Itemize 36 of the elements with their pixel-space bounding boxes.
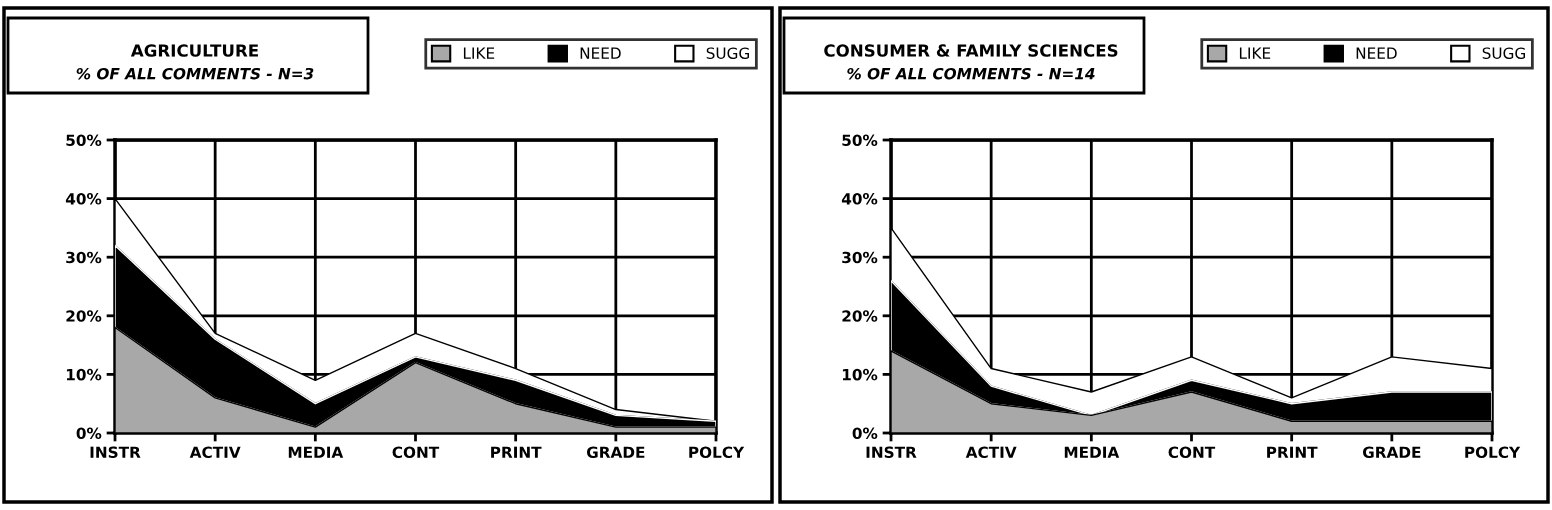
legend-label: SUGG bbox=[706, 47, 749, 59]
x-tick-label: PRINT bbox=[1267, 446, 1318, 458]
y-tick-label: 10% bbox=[66, 368, 102, 381]
y-tick-label: 40% bbox=[65, 193, 102, 205]
x-tick-label: ACTIV bbox=[189, 446, 241, 459]
y-tick-label: 40% bbox=[841, 193, 878, 205]
y-tick-label: 0% bbox=[852, 427, 878, 440]
x-tick-label: INSTR bbox=[866, 446, 917, 459]
x-tick-label: INSTR bbox=[90, 446, 141, 459]
y-tick-label: 30% bbox=[66, 251, 102, 264]
y-tick-label: 30% bbox=[842, 251, 878, 264]
x-tick-label: ACTIV bbox=[965, 446, 1017, 459]
legend-label: SUGG bbox=[1482, 47, 1525, 59]
y-tick-label: 20% bbox=[842, 310, 878, 322]
x-tick-label: MEDIA bbox=[288, 446, 344, 458]
x-tick-label: CONT bbox=[392, 446, 440, 459]
x-tick-label: CONT bbox=[1168, 446, 1216, 459]
x-tick-label: PRINT bbox=[491, 446, 542, 458]
chart-subtitle: % OF ALL COMMENTS - N=14 bbox=[847, 67, 1095, 80]
x-tick-label: GRADE bbox=[586, 446, 645, 459]
y-tick-label: 50% bbox=[66, 134, 102, 147]
chart-subtitle: % OF ALL COMMENTS - N=3 bbox=[76, 67, 314, 80]
y-tick-label: 0% bbox=[76, 427, 102, 440]
chart-title: CONSUMER & FAMILY SCIENCES bbox=[824, 44, 1118, 57]
x-tick-label: MEDIA bbox=[1064, 446, 1120, 458]
y-tick-label: 10% bbox=[842, 368, 878, 381]
x-tick-label: POLCY bbox=[689, 446, 745, 459]
legend-label: NEED bbox=[1356, 47, 1397, 59]
x-tick-label: POLCY bbox=[1465, 446, 1521, 459]
y-tick-label: 20% bbox=[66, 310, 102, 322]
y-tick-label: 50% bbox=[842, 134, 878, 147]
legend-label: NEED bbox=[580, 47, 621, 59]
legend-label: LIKE bbox=[1239, 47, 1271, 59]
x-tick-label: GRADE bbox=[1362, 446, 1421, 459]
chart-title: AGRICULTURE bbox=[130, 44, 258, 57]
legend-label: LIKE bbox=[463, 47, 495, 59]
